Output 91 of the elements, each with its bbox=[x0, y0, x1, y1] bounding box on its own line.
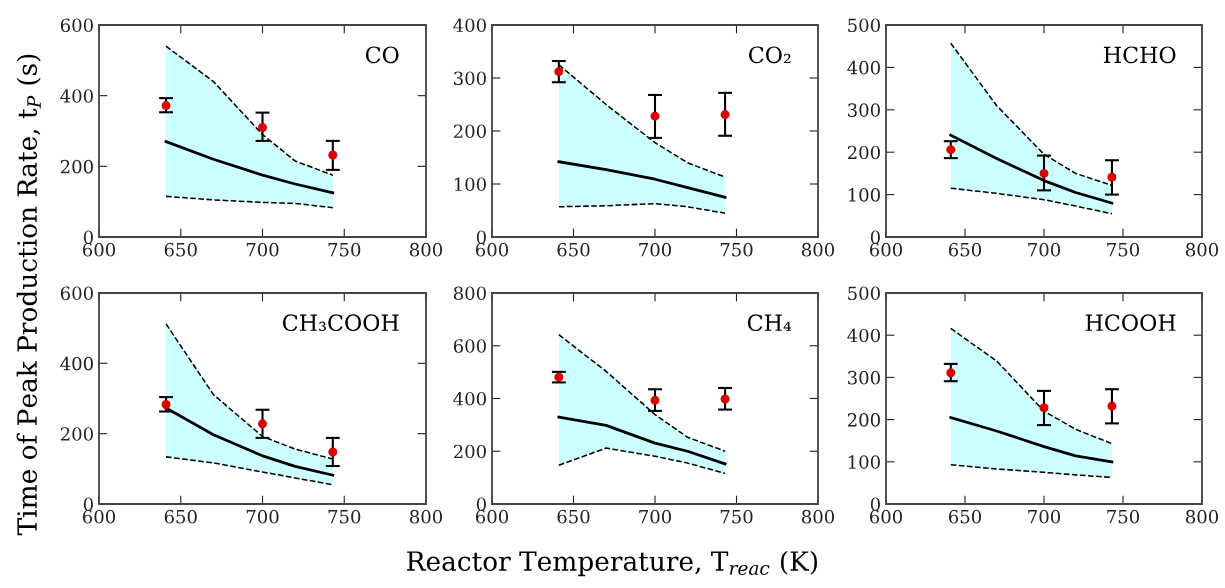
y-tick-label: 200 bbox=[60, 159, 93, 174]
x-tick-label: 650 bbox=[164, 509, 197, 524]
line-series bbox=[165, 195, 334, 209]
point bbox=[1039, 168, 1049, 178]
y-tick-label: 300 bbox=[848, 370, 880, 385]
x-tick-label: 700 bbox=[1028, 242, 1061, 257]
point bbox=[650, 111, 660, 121]
y-tick-label: 600 bbox=[60, 286, 93, 301]
annotation: CH₃COOH bbox=[282, 314, 399, 332]
annotation: HCHO bbox=[1103, 46, 1176, 64]
annotation: CO bbox=[365, 46, 399, 64]
x-tick-label: 800 bbox=[409, 509, 443, 524]
line-series bbox=[558, 333, 726, 453]
point bbox=[554, 67, 564, 77]
point bbox=[258, 122, 267, 132]
x-tick-label: 750 bbox=[720, 509, 753, 524]
point bbox=[946, 368, 956, 378]
x-tick-label: 700 bbox=[246, 509, 279, 524]
line-series bbox=[558, 202, 726, 214]
point bbox=[554, 372, 564, 382]
y-tick-label: 200 bbox=[453, 124, 486, 139]
y-tick-label: 600 bbox=[453, 339, 486, 353]
y-tick-label: 400 bbox=[453, 18, 486, 33]
y-tick-label: 0 bbox=[476, 230, 486, 245]
x-tick-label: 800 bbox=[409, 242, 443, 257]
point bbox=[161, 101, 171, 111]
y-tick-label: 0 bbox=[83, 497, 93, 512]
point bbox=[946, 145, 956, 155]
y-tick-label: 0 bbox=[870, 497, 880, 512]
y-tick-label: 200 bbox=[847, 145, 880, 160]
y-tick-label: 400 bbox=[847, 328, 880, 343]
x-tick-label: 700 bbox=[246, 242, 279, 257]
x-tick-label: 650 bbox=[557, 242, 590, 257]
x-tick-label: 800 bbox=[801, 242, 835, 257]
y-axis-title: Time of Peak Production Rate, t$_{P}$ (s) bbox=[16, 54, 41, 536]
x-tick-label: 700 bbox=[639, 242, 672, 257]
x-tick-label: 650 bbox=[557, 509, 590, 524]
line-series bbox=[949, 416, 1114, 464]
x-tick-label: 750 bbox=[1107, 242, 1140, 257]
y-tick-label: 400 bbox=[453, 391, 486, 406]
y-tick-label: 400 bbox=[60, 356, 93, 371]
point bbox=[1107, 172, 1117, 182]
annotation: CO₂ bbox=[749, 46, 791, 64]
line-series bbox=[557, 160, 727, 199]
x-tick-label: 800 bbox=[1185, 509, 1219, 524]
y-tick-label: 0 bbox=[870, 230, 880, 245]
x-tick-label: 750 bbox=[720, 242, 753, 257]
point bbox=[328, 447, 338, 457]
line-series bbox=[950, 463, 1113, 479]
x-tick-label: 700 bbox=[1028, 509, 1061, 524]
line-series bbox=[950, 187, 1113, 215]
annotation: CH₄ bbox=[747, 314, 792, 332]
y-tick-label: 400 bbox=[847, 60, 880, 75]
y-tick-label: 500 bbox=[848, 286, 880, 301]
line-series bbox=[164, 140, 335, 195]
point bbox=[1039, 403, 1049, 413]
line-series bbox=[558, 63, 726, 178]
point bbox=[258, 419, 267, 429]
point bbox=[328, 150, 338, 160]
y-tick-label: 500 bbox=[848, 18, 880, 33]
y-tick-label: 300 bbox=[454, 71, 486, 86]
point bbox=[720, 394, 730, 404]
x-tick-label: 800 bbox=[801, 509, 835, 524]
y-tick-label: 200 bbox=[847, 413, 880, 427]
point bbox=[720, 110, 730, 120]
y-tick-label: 0 bbox=[476, 497, 486, 512]
line-series bbox=[558, 447, 726, 475]
y-tick-label: 400 bbox=[60, 89, 93, 103]
point bbox=[1107, 401, 1117, 411]
line-series bbox=[557, 415, 727, 466]
y-tick-label: 200 bbox=[453, 444, 486, 459]
x-tick-label: 750 bbox=[328, 509, 361, 524]
y-tick-label: 800 bbox=[453, 286, 486, 301]
x-tick-label: 700 bbox=[639, 509, 672, 524]
y-tick-label: 200 bbox=[60, 427, 93, 441]
y-tick-label: 0 bbox=[83, 230, 93, 245]
x-tick-label: 750 bbox=[1107, 509, 1140, 524]
x-tick-label: 650 bbox=[948, 242, 982, 257]
x-tick-label: 650 bbox=[164, 242, 197, 257]
y-tick-label: 300 bbox=[848, 103, 880, 117]
annotation: HCOOH bbox=[1085, 314, 1176, 332]
y-tick-label: 600 bbox=[60, 18, 93, 33]
point bbox=[650, 395, 660, 405]
y-tick-label: 100 bbox=[848, 455, 880, 469]
x-axis-title: Reactor Temperature, T$_{reac}$ (K) bbox=[407, 550, 818, 577]
x-tick-label: 750 bbox=[328, 242, 361, 257]
x-tick-label: 800 bbox=[1185, 242, 1219, 257]
line-series bbox=[165, 456, 334, 486]
x-tick-label: 650 bbox=[948, 509, 982, 524]
y-tick-label: 100 bbox=[848, 188, 880, 202]
y-tick-label: 100 bbox=[454, 177, 486, 192]
